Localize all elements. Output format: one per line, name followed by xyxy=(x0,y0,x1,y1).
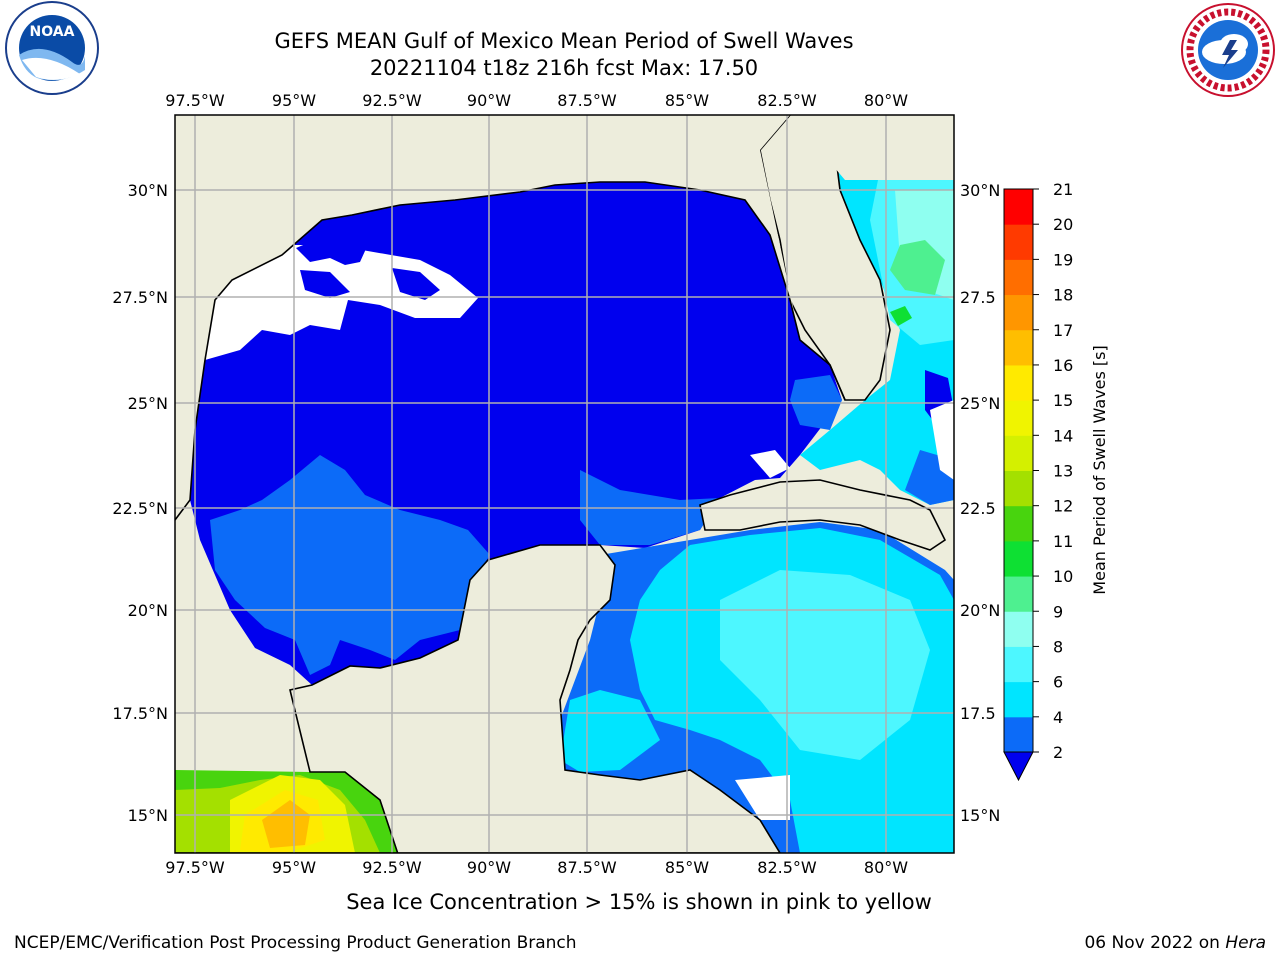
lat-label-right: 17.5 xyxy=(960,704,996,723)
lat-label-left: 17.5°N xyxy=(112,704,168,723)
colorbar-swatch xyxy=(1004,189,1033,225)
noaa-logo-icon: NOAA xyxy=(5,1,99,95)
colorbar-tick-label: 17 xyxy=(1053,321,1073,340)
colorbar-swatch xyxy=(1004,576,1033,612)
colorbar-tick-label: 10 xyxy=(1053,567,1073,586)
map-frame xyxy=(174,114,955,854)
credit-host: Hera xyxy=(1225,933,1266,953)
credit-date: 06 Nov 2022 on Hera xyxy=(1084,933,1266,953)
lon-label-bottom: 90°W xyxy=(467,858,511,877)
lat-label-left: 20°N xyxy=(128,601,168,620)
colorbar-tick-label: 6 xyxy=(1053,673,1063,692)
colorbar: 2 4 6 8 9 10 11 12 13 14 15 16 17 18 19 20 21 xyxy=(1003,180,1073,782)
colorbar-tick-label: 9 xyxy=(1053,602,1063,621)
lat-label-right: 15°N xyxy=(960,806,1000,825)
lat-label-left: 25°N xyxy=(128,394,168,413)
lon-label-top: 97.5°W xyxy=(165,91,225,110)
svg-text:NOAA: NOAA xyxy=(30,24,75,40)
colorbar-extend-arrow xyxy=(1003,751,1034,782)
lon-label-top: 92.5°W xyxy=(362,91,422,110)
chart-title: GEFS MEAN Gulf of Mexico Mean Period of … xyxy=(274,29,854,53)
colorbar-swatch xyxy=(1004,329,1033,366)
land-masses xyxy=(175,115,947,853)
colorbar-label: Mean Period of Swell Waves [s] xyxy=(1090,345,1109,594)
colorbar-tick-label: 4 xyxy=(1053,708,1063,727)
colorbar-tick-label: 14 xyxy=(1053,426,1073,445)
lon-label-bottom: 92.5°W xyxy=(362,858,422,877)
lat-label-left: 22.5°N xyxy=(112,499,168,518)
colorbar-swatch xyxy=(1004,540,1033,577)
colorbar-swatch xyxy=(1004,611,1033,647)
colorbar-swatch xyxy=(1004,716,1033,753)
lon-label-top: 85°W xyxy=(665,91,709,110)
colorbar-tick-label: 11 xyxy=(1053,532,1073,551)
colorbar-tick-label: 20 xyxy=(1053,215,1073,234)
colorbar-swatch xyxy=(1004,364,1033,401)
lat-labels-left: 30°N 27.5°N 25°N 22.5°N 20°N 17.5°N 15°N xyxy=(112,181,168,825)
colorbar-swatch xyxy=(1004,294,1033,331)
lon-label-bottom: 85°W xyxy=(665,858,709,877)
chart-subtitle: 20221104 t18z 216h fcst Max: 17.50 xyxy=(369,56,759,80)
lat-label-right: 30°N xyxy=(960,181,1000,200)
colorbar-tick-label: 2 xyxy=(1053,743,1063,762)
lon-label-top: 95°W xyxy=(272,91,316,110)
lon-label-bottom: 97.5°W xyxy=(165,858,225,877)
colorbar-tick-label: 13 xyxy=(1053,462,1073,481)
lon-label-bottom: 80°W xyxy=(864,858,908,877)
nws-logo-icon xyxy=(1181,3,1275,97)
colorbar-tick-label: 15 xyxy=(1053,391,1073,410)
lat-label-right: 20°N xyxy=(960,601,1000,620)
credit-branch: NCEP/EMC/Verification Post Processing Pr… xyxy=(14,933,577,953)
lon-label-top: 82.5°W xyxy=(757,91,817,110)
lat-label-right: 22.5 xyxy=(960,499,996,518)
colorbar-swatch xyxy=(1004,400,1033,436)
credit-date-text: 06 Nov 2022 on xyxy=(1084,933,1226,953)
lat-label-right: 27.5 xyxy=(960,288,996,307)
mexico-coastline xyxy=(175,359,206,521)
gulf-coastline xyxy=(204,181,846,401)
colorbar-tick-label: 16 xyxy=(1053,356,1073,375)
colorbar-tick-label: 21 xyxy=(1053,180,1073,199)
colorbar-tick-label: 8 xyxy=(1053,637,1063,656)
lon-label-bottom: 87.5°W xyxy=(557,858,617,877)
lat-label-right: 25°N xyxy=(960,394,1000,413)
sea-ice-note: Sea Ice Concentration > 15% is shown in … xyxy=(346,890,932,914)
lon-label-bottom: 82.5°W xyxy=(757,858,817,877)
lon-label-top: 80°W xyxy=(864,91,908,110)
graticule xyxy=(175,115,954,853)
colorbar-tick-label: 12 xyxy=(1053,497,1073,516)
colorbar-swatch xyxy=(1004,505,1033,542)
colorbar-tick-label: 19 xyxy=(1053,250,1073,269)
lat-label-left: 27.5°N xyxy=(112,288,168,307)
colorbar-swatch xyxy=(1004,435,1033,471)
colorbar-swatch xyxy=(1004,224,1033,260)
colorbar-swatch xyxy=(1004,646,1033,683)
colorbar-swatch xyxy=(1004,470,1033,507)
colorbar-tick-label: 18 xyxy=(1053,286,1073,305)
lon-label-bottom: 95°W xyxy=(272,858,316,877)
lon-labels-bottom: 97.5°W 95°W 92.5°W 90°W 87.5°W 85°W 82.5°W 80°W xyxy=(165,858,908,877)
lat-label-left: 15°N xyxy=(128,806,168,825)
colorbar-swatch xyxy=(1004,681,1033,718)
colorbar-swatch xyxy=(1004,259,1033,296)
lon-labels-top: 97.5°W 95°W 92.5°W 90°W 87.5°W 85°W 82.5°W 80°W xyxy=(165,91,908,110)
lon-label-top: 87.5°W xyxy=(557,91,617,110)
lat-label-left: 30°N xyxy=(128,181,168,200)
north-land xyxy=(175,115,954,520)
lon-label-top: 90°W xyxy=(467,91,511,110)
lat-labels-right: 30°N 27.5 25°N 22.5 20°N 17.5 15°N xyxy=(960,181,1000,825)
